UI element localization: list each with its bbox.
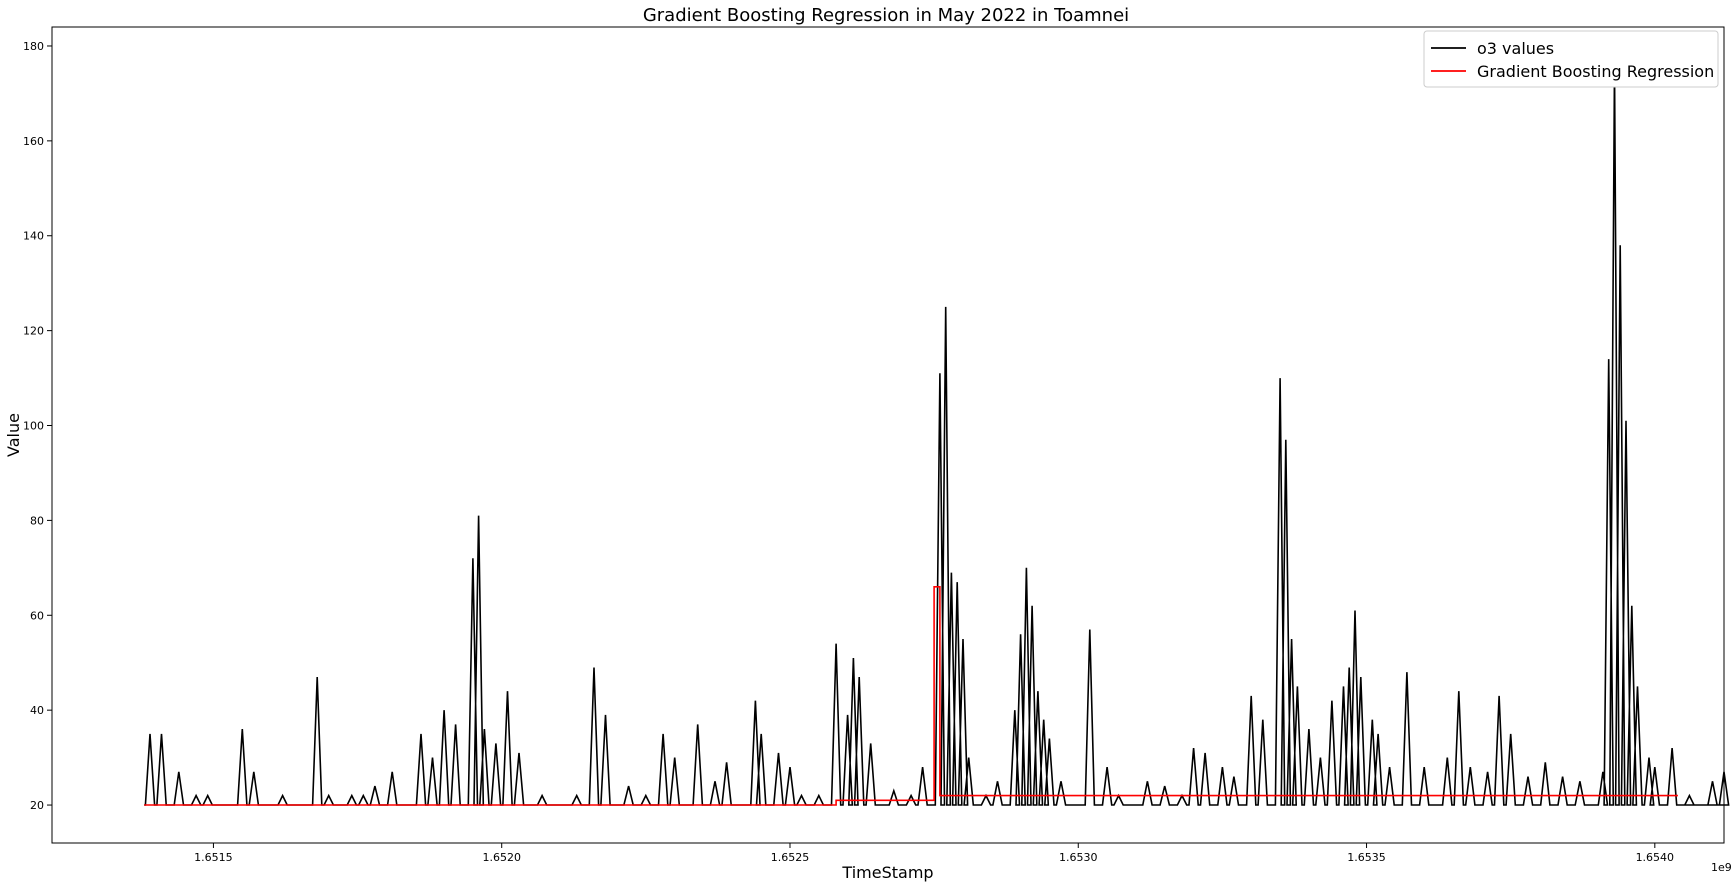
plot-area	[144, 64, 1730, 806]
x-tick-label: 1.6520	[482, 851, 521, 864]
plot-frame	[51, 26, 1725, 844]
x-tick-label: 1.6535	[1347, 851, 1386, 864]
legend-label-gbr: Gradient Boosting Regression	[1477, 62, 1714, 81]
y-tick-label: 140	[23, 230, 44, 243]
y-tick-label: 100	[23, 420, 44, 433]
legend-box	[1423, 30, 1719, 88]
x-axis-title: TimeStamp	[841, 863, 933, 882]
x-tick-label: 1.6525	[771, 851, 810, 864]
x-axis: 1.6515 1.6520 1.6525 1.6530 1.6535 1.6540	[194, 843, 1674, 864]
x-tick-label: 1.6530	[1059, 851, 1098, 864]
x-offset-label: 1e9	[1711, 861, 1732, 874]
series-line-o3-values	[144, 64, 1730, 806]
legend: o3 values Gradient Boosting Regression	[1423, 30, 1719, 88]
y-tick-label: 60	[30, 609, 44, 622]
x-tick-label: 1.6515	[194, 851, 233, 864]
y-tick-label: 180	[23, 40, 44, 53]
y-axis: 20 40 60 80 100 120 140 160 180	[23, 40, 52, 812]
y-tick-label: 160	[23, 135, 44, 148]
y-tick-label: 80	[30, 514, 44, 527]
y-tick-label: 40	[30, 704, 44, 717]
series-line-gradient-boosting	[144, 585, 1678, 806]
chart-title: Gradient Boosting Regression in May 2022…	[643, 5, 1129, 26]
y-tick-label: 20	[30, 799, 44, 812]
legend-label-o3: o3 values	[1477, 39, 1554, 58]
y-axis-title: Value	[4, 413, 23, 457]
y-tick-label: 120	[23, 325, 44, 338]
x-tick-label: 1.6540	[1636, 851, 1675, 864]
